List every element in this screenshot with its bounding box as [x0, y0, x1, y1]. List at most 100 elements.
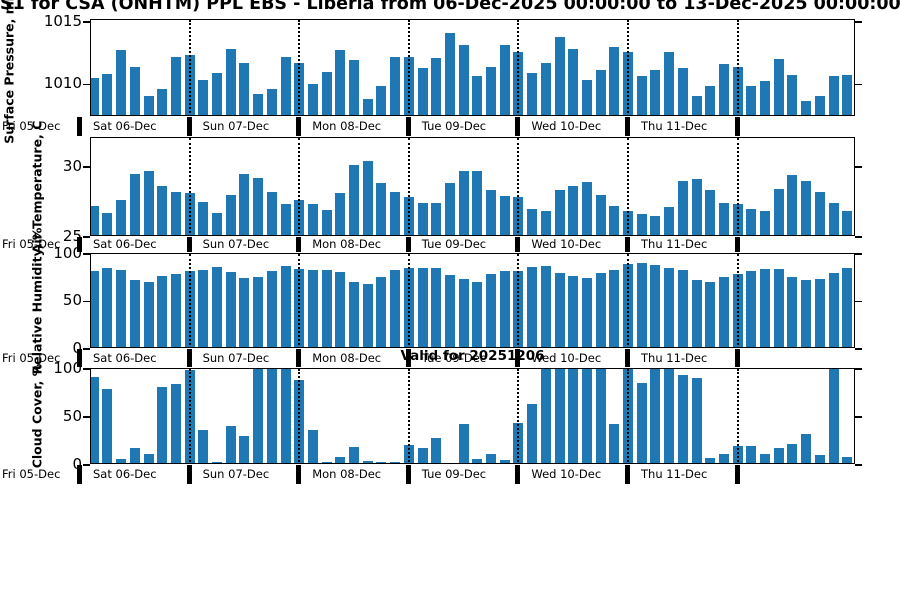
day-boundary-line [736, 138, 739, 235]
chart-panel-3 [90, 368, 855, 464]
bar [431, 202, 442, 235]
bar [280, 369, 291, 463]
bar [595, 194, 606, 235]
bar [636, 76, 647, 115]
bar [444, 183, 455, 235]
bar [143, 170, 154, 235]
y-tick-mark [83, 166, 90, 168]
bar [554, 190, 565, 235]
bar [472, 281, 483, 347]
bar [609, 205, 620, 235]
bar [773, 59, 784, 115]
bar [472, 170, 483, 235]
day-label: Wed 10-Dec [531, 467, 602, 481]
bar [239, 62, 250, 115]
bar [773, 447, 784, 463]
bar [568, 275, 579, 347]
day-label: Sat 06-Dec [93, 237, 157, 251]
bar [828, 272, 839, 347]
bar [486, 190, 496, 235]
bar [307, 430, 318, 463]
day-tick [734, 117, 740, 136]
bar [677, 374, 688, 463]
bar [581, 369, 592, 463]
bar [431, 438, 442, 463]
bar [842, 211, 853, 235]
day-boundary-line [627, 254, 629, 347]
bar [828, 76, 839, 115]
day-label: Tue 09-Dec [421, 467, 487, 481]
y-tick-mark [83, 236, 90, 238]
bar [390, 56, 401, 115]
bar [335, 457, 346, 463]
left-day-label: Fri 05-Dec [2, 119, 61, 133]
day-label: Sat 06-Dec [93, 351, 157, 365]
bar [212, 462, 222, 463]
bar [376, 462, 387, 463]
bar [253, 276, 264, 347]
day-boundary-line [627, 138, 629, 235]
bar [746, 445, 757, 463]
bar [787, 276, 798, 347]
bar [787, 443, 798, 463]
bar [595, 272, 606, 347]
bar [349, 60, 359, 115]
date-strip-0: Fri 05-Dec Sat 06-Dec Sun 07-Dec Mon 08-Dec… [0, 116, 900, 137]
day-boundary-line [298, 254, 301, 347]
bar [458, 45, 469, 115]
bar [362, 284, 373, 347]
day-boundary-line [298, 138, 301, 235]
bar [609, 46, 620, 115]
day-boundary-line [517, 369, 520, 463]
y-tick-mark [855, 166, 862, 168]
y-tick-label: 50 [62, 291, 82, 309]
day-label: Mon 08-Dec [312, 237, 382, 251]
day-label: Sat 06-Dec [93, 119, 157, 133]
bar [718, 276, 729, 347]
bar [581, 277, 592, 347]
bar [842, 457, 853, 463]
bar [225, 272, 236, 347]
bar [801, 279, 812, 347]
day-tick [625, 349, 630, 367]
day-boundary-line [517, 20, 520, 115]
y-tick-mark [83, 21, 90, 23]
bar [129, 66, 140, 115]
bar [253, 93, 264, 115]
chart-panel-1 [90, 137, 855, 236]
day-boundary-line [407, 138, 410, 235]
bar [705, 86, 716, 115]
bar [102, 268, 113, 347]
y-tick-mark [855, 21, 862, 23]
bar [157, 275, 168, 347]
day-label: Mon 08-Dec [312, 351, 382, 365]
day-label: Thu 11-Dec [641, 467, 708, 481]
day-label: Thu 11-Dec [641, 119, 708, 133]
chart-panel-2 [90, 253, 855, 348]
bar [91, 271, 99, 347]
day-boundary-line [407, 254, 410, 347]
day-label: Wed 10-Dec [531, 237, 602, 251]
day-tick [77, 465, 82, 484]
bar [486, 66, 496, 115]
day-boundary-line [736, 254, 739, 347]
bar [595, 369, 606, 463]
bar [116, 200, 127, 235]
bar [143, 281, 154, 347]
bar [801, 180, 812, 235]
y-tick-mark [83, 416, 90, 418]
bar [212, 267, 222, 347]
bar [212, 72, 222, 115]
day-boundary-line [627, 369, 629, 463]
day-tick [734, 465, 740, 484]
bar [239, 436, 250, 463]
day-tick [625, 117, 630, 136]
bar [266, 191, 277, 235]
y-tick-label: 0 [72, 454, 82, 473]
date-strip-1: Fri 05-Dec Sat 06-Dec Sun 07-Dec Mon 08-Dec… [0, 236, 900, 253]
bar [198, 80, 209, 115]
left-day-label: Fri 05-Dec [2, 351, 61, 365]
bar [814, 455, 825, 463]
bar [760, 454, 770, 463]
bar [540, 266, 551, 347]
